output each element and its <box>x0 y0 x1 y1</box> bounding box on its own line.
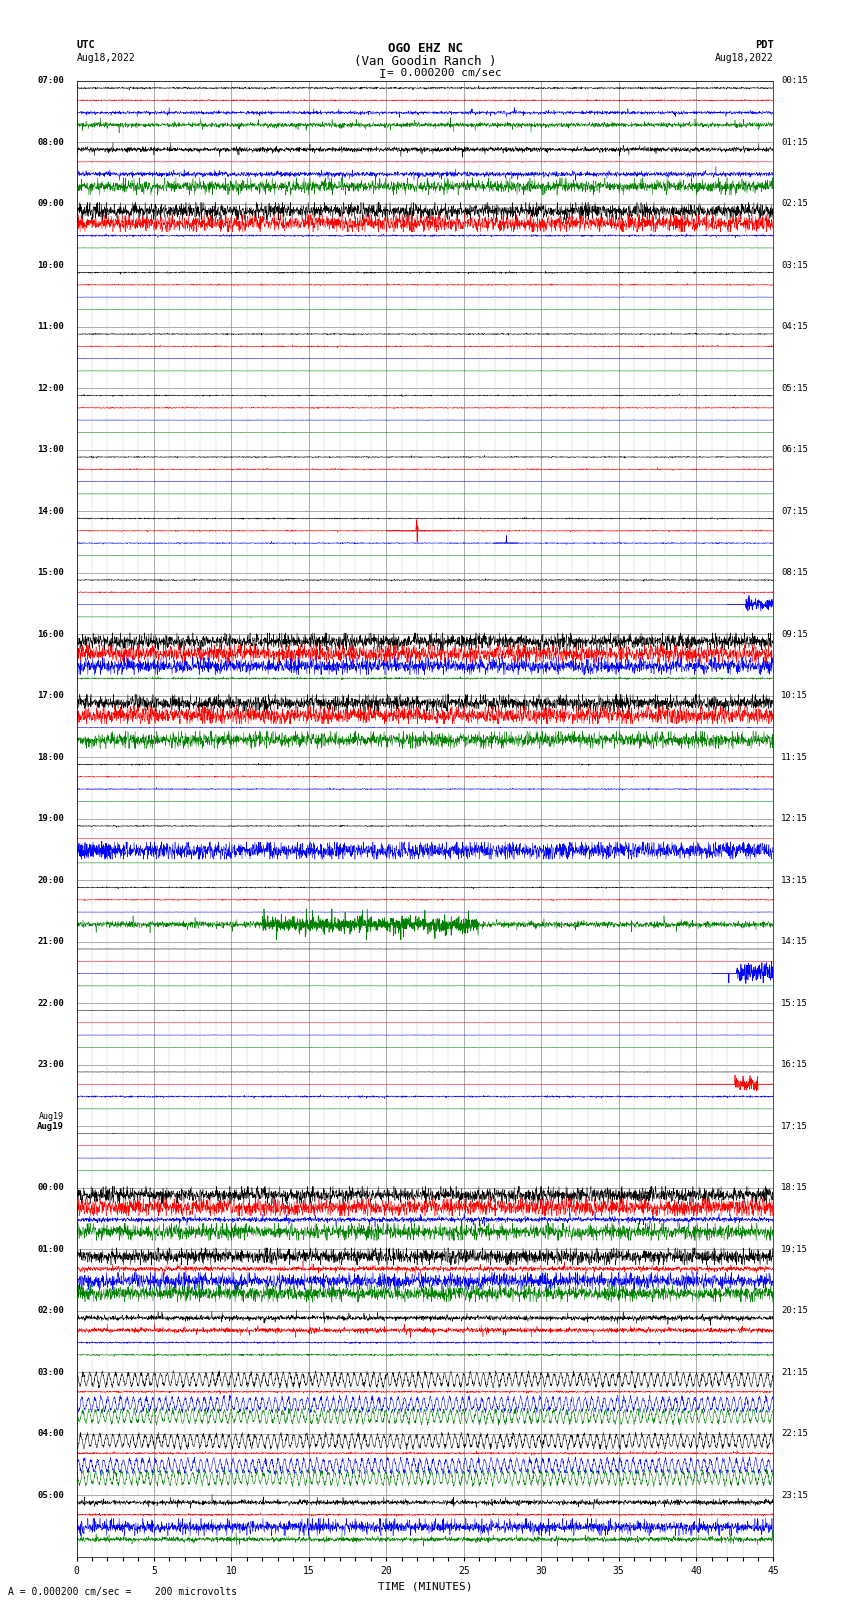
Text: 08:00: 08:00 <box>37 137 64 147</box>
Text: 12:00: 12:00 <box>37 384 64 392</box>
Text: 00:00: 00:00 <box>37 1182 64 1192</box>
Text: 18:15: 18:15 <box>781 1182 808 1192</box>
Text: 00:15: 00:15 <box>781 76 808 85</box>
Text: 14:00: 14:00 <box>37 506 64 516</box>
Text: 03:00: 03:00 <box>37 1368 64 1376</box>
Text: 05:15: 05:15 <box>781 384 808 392</box>
Text: 10:00: 10:00 <box>37 261 64 269</box>
Text: = 0.000200 cm/sec: = 0.000200 cm/sec <box>387 68 501 77</box>
Text: 07:00: 07:00 <box>37 76 64 85</box>
Text: 23:15: 23:15 <box>781 1490 808 1500</box>
Text: UTC: UTC <box>76 40 95 50</box>
Text: 22:00: 22:00 <box>37 998 64 1008</box>
Text: Aug18,2022: Aug18,2022 <box>76 53 135 63</box>
Text: 19:00: 19:00 <box>37 815 64 823</box>
Text: 16:15: 16:15 <box>781 1060 808 1069</box>
Text: 04:15: 04:15 <box>781 323 808 331</box>
Text: Aug19: Aug19 <box>37 1121 64 1131</box>
Text: OGO EHZ NC: OGO EHZ NC <box>388 42 462 55</box>
Text: 11:15: 11:15 <box>781 753 808 761</box>
Text: 13:15: 13:15 <box>781 876 808 884</box>
Text: Aug18,2022: Aug18,2022 <box>715 53 774 63</box>
Text: 22:15: 22:15 <box>781 1429 808 1439</box>
Text: 01:15: 01:15 <box>781 137 808 147</box>
Text: 11:00: 11:00 <box>37 323 64 331</box>
X-axis label: TIME (MINUTES): TIME (MINUTES) <box>377 1581 473 1590</box>
Text: 09:15: 09:15 <box>781 629 808 639</box>
Text: 06:15: 06:15 <box>781 445 808 455</box>
Text: 04:00: 04:00 <box>37 1429 64 1439</box>
Text: 19:15: 19:15 <box>781 1245 808 1253</box>
Text: 07:15: 07:15 <box>781 506 808 516</box>
Text: A = 0.000200 cm/sec =    200 microvolts: A = 0.000200 cm/sec = 200 microvolts <box>8 1587 238 1597</box>
Text: (Van Goodin Ranch ): (Van Goodin Ranch ) <box>354 55 496 68</box>
Text: 23:00: 23:00 <box>37 1060 64 1069</box>
Text: 20:15: 20:15 <box>781 1307 808 1315</box>
Text: Aug19: Aug19 <box>39 1113 64 1121</box>
Text: PDT: PDT <box>755 40 774 50</box>
Text: 15:00: 15:00 <box>37 568 64 577</box>
Text: 05:00: 05:00 <box>37 1490 64 1500</box>
Text: 03:15: 03:15 <box>781 261 808 269</box>
Text: 02:15: 02:15 <box>781 198 808 208</box>
Text: 08:15: 08:15 <box>781 568 808 577</box>
Text: 17:00: 17:00 <box>37 690 64 700</box>
Text: I: I <box>378 68 386 81</box>
Text: 15:15: 15:15 <box>781 998 808 1008</box>
Text: 20:00: 20:00 <box>37 876 64 884</box>
Text: 18:00: 18:00 <box>37 753 64 761</box>
Text: 12:15: 12:15 <box>781 815 808 823</box>
Text: 13:00: 13:00 <box>37 445 64 455</box>
Text: 02:00: 02:00 <box>37 1307 64 1315</box>
Text: 01:00: 01:00 <box>37 1245 64 1253</box>
Text: 17:15: 17:15 <box>781 1121 808 1131</box>
Text: 09:00: 09:00 <box>37 198 64 208</box>
Text: 14:15: 14:15 <box>781 937 808 947</box>
Text: 16:00: 16:00 <box>37 629 64 639</box>
Text: 21:15: 21:15 <box>781 1368 808 1376</box>
Text: 21:00: 21:00 <box>37 937 64 947</box>
Text: 10:15: 10:15 <box>781 690 808 700</box>
